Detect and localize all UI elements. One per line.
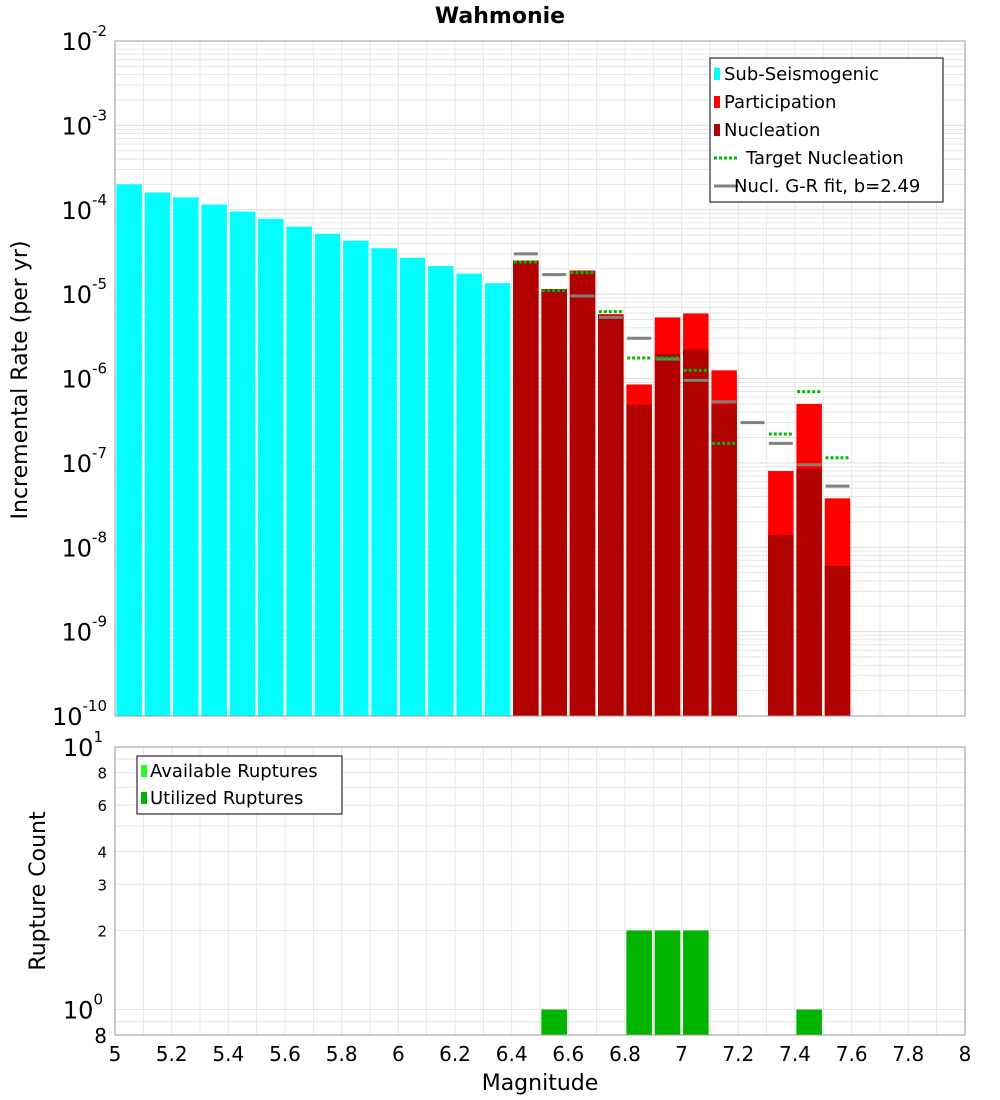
utilized-ruptures-bar (541, 1009, 567, 1035)
nucleation-bar (796, 468, 822, 716)
sub-seismogenic-bar (116, 184, 142, 717)
sub-seismogenic-bar (343, 240, 369, 717)
top-y-tick-label: 10-6 (61, 360, 107, 394)
top-lines (513, 252, 850, 488)
bottom-y-axis-label: Rupture Count (26, 811, 51, 971)
utilized-ruptures-bar (626, 930, 652, 1035)
sub-seismogenic-bar (456, 273, 482, 716)
bottom-legend: Available Ruptures Utilized Ruptures (136, 755, 343, 815)
nucleation-bar (598, 315, 624, 716)
x-tick-label: 5.4 (212, 1042, 244, 1066)
bottom-y-tick-label: 8 (94, 1024, 107, 1048)
nucleation-bar (768, 534, 794, 716)
sub-seismogenic-bar (201, 204, 227, 717)
legend-swatch (141, 765, 147, 777)
bottom-y-tick-label: 8 (97, 764, 107, 782)
sub-seismogenic-bar (371, 248, 397, 717)
x-axis-label: Magnitude (482, 1071, 599, 1096)
sub-seismogenic-bar (144, 192, 171, 717)
x-tick-label: 5 (109, 1042, 122, 1066)
top-y-tick-label: 10-5 (61, 275, 107, 309)
nucleation-bar (626, 404, 652, 716)
sub-seismogenic-bar (428, 266, 454, 716)
legend-label: Participation (724, 92, 836, 113)
utilized-ruptures-bar (683, 930, 709, 1035)
bottom-legend-box (136, 755, 343, 815)
sub-seismogenic-bar (229, 211, 256, 716)
top-legend-box (709, 57, 944, 203)
x-tick-label: 5.8 (326, 1042, 358, 1066)
bottom-y-tick-label: 3 (97, 876, 107, 894)
top-y-tick-label: 10-3 (61, 106, 107, 140)
nucleation-bar (569, 270, 596, 716)
x-tick-label: 7.6 (836, 1042, 868, 1066)
bottom-y-tick-label: 4 (97, 843, 107, 861)
utilized-ruptures-bar (796, 1009, 822, 1035)
legend-label: Nucl. G-R fit, b=2.49 (734, 176, 920, 197)
x-tick-label: 5.2 (156, 1042, 188, 1066)
top-y-tick-label: 10-2 (61, 22, 107, 56)
x-tick-label: 7.8 (892, 1042, 924, 1066)
x-tick-label: 7.2 (722, 1042, 754, 1066)
top-y-tick-labels: 10-10 10-9 10-8 10-7 10-6 10-5 10-4 10-3 10-2 (52, 22, 107, 731)
x-tick-label: 7.4 (779, 1042, 811, 1066)
x-tick-label: 5.6 (269, 1042, 301, 1066)
legend-label: Sub-Seismogenic (724, 64, 879, 85)
x-tick-label: 6.6 (552, 1042, 584, 1066)
bottom-plot-frame (114, 746, 966, 1036)
top-legend: Sub-Seismogenic Participation Nucleation Ta… (709, 57, 944, 203)
legend-swatch (141, 792, 147, 804)
legend-swatch (714, 96, 720, 108)
x-tick-label: 6.4 (496, 1042, 528, 1066)
bottom-bars (541, 930, 822, 1035)
bottom-y-tick-label: 6 (97, 797, 107, 815)
sub-seismogenic-bar (314, 233, 341, 716)
nucleation-bar (654, 354, 681, 716)
sub-seismogenic-bar (484, 283, 511, 716)
nucleation-bar (824, 565, 851, 716)
x-tick-label: 6.2 (439, 1042, 471, 1066)
x-tick-label: 7 (675, 1042, 688, 1066)
top-grid (114, 41, 966, 717)
legend-swatch (714, 124, 720, 136)
chart-title: Wahmonie (435, 4, 565, 29)
top-y-tick-label: 10-8 (61, 528, 107, 562)
top-bars (116, 184, 851, 717)
nucleation-bar (683, 349, 709, 716)
nucleation-bar (513, 260, 539, 716)
x-tick-labels: 5 5.2 5.4 5.6 5.8 6 6.2 6.4 6.6 6.8 7 7.2 7.4 7.6 7.8 8 (109, 1042, 972, 1066)
top-y-tick-label: 10-4 (61, 191, 107, 225)
sub-seismogenic-bar (286, 226, 312, 716)
top-y-tick-label: 10-9 (61, 613, 107, 647)
top-plot-frame (114, 40, 966, 717)
bottom-y-tick-label: 101 (63, 728, 103, 762)
x-tick-label: 6 (392, 1042, 405, 1066)
nucleation-bar (541, 289, 567, 716)
sub-seismogenic-bar (173, 197, 199, 717)
top-y-tick-label: 10-7 (61, 444, 107, 478)
legend-label: Utilized Ruptures (150, 788, 303, 809)
sub-seismogenic-bar (399, 257, 426, 716)
legend-label: Target Nucleation (745, 148, 904, 169)
top-y-tick-label: 10-10 (52, 697, 107, 731)
x-tick-label: 8 (959, 1042, 972, 1066)
legend-label: Nucleation (724, 120, 820, 141)
utilized-ruptures-bar (654, 930, 681, 1035)
sub-seismogenic-bar (258, 218, 284, 716)
nucleation-bar (711, 404, 737, 716)
x-tick-label: 6.8 (609, 1042, 641, 1066)
legend-swatch (714, 68, 720, 80)
bottom-y-tick-label: 2 (97, 923, 107, 941)
legend-label: Available Ruptures (150, 761, 318, 782)
top-y-axis-label: Incremental Rate (per yr) (8, 241, 33, 520)
bottom-y-tick-label: 100 (63, 991, 103, 1025)
